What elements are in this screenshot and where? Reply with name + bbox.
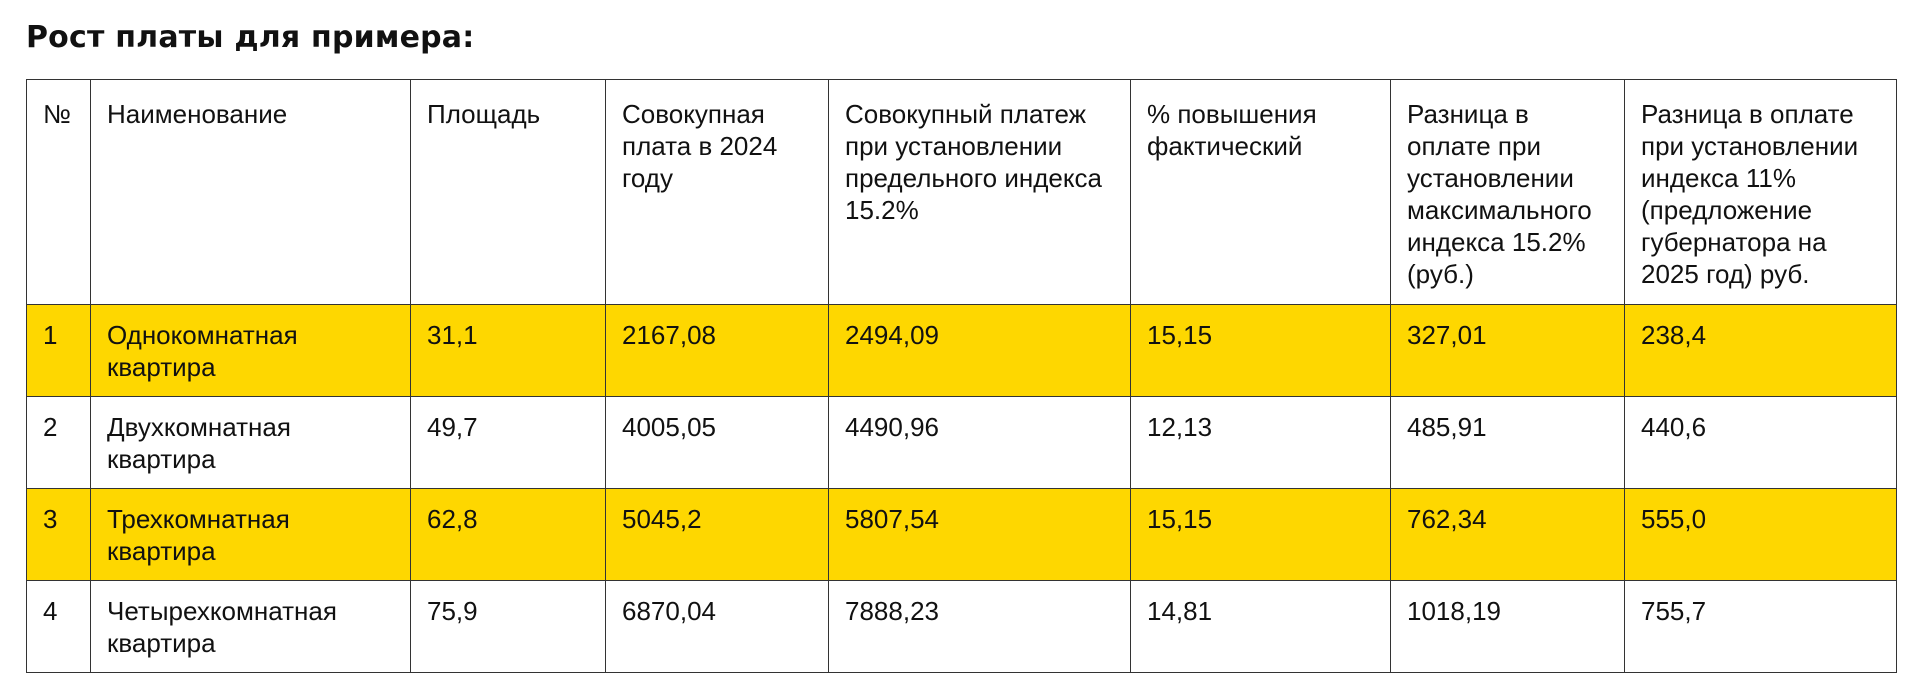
payment-growth-table: № Наименование Площадь Совокупная плата … (26, 79, 1897, 673)
cell-difference-max-index: 1018,19 (1390, 580, 1625, 673)
column-header-difference-governor-index: Разница в оплате при установлении индекс… (1624, 79, 1897, 305)
cell-number: 2 (26, 396, 91, 489)
cell-total-max-index: 7888,23 (828, 580, 1131, 673)
cell-name: Четырехкомнатная квартира (90, 580, 411, 673)
cell-difference-governor-index: 555,0 (1624, 488, 1897, 581)
cell-difference-max-index: 327,01 (1390, 304, 1625, 397)
table-row: 1 Однокомнатная квартира 31,1 2167,08 24… (26, 304, 1897, 397)
table-row: 2 Двухкомнатная квартира 49,7 4005,05 44… (26, 396, 1897, 489)
cell-difference-governor-index: 755,7 (1624, 580, 1897, 673)
cell-total-2024: 4005,05 (605, 396, 829, 489)
cell-total-2024: 2167,08 (605, 304, 829, 397)
cell-name: Однокомнатная квартира (90, 304, 411, 397)
cell-total-2024: 6870,04 (605, 580, 829, 673)
cell-difference-governor-index: 440,6 (1624, 396, 1897, 489)
table-row: 4 Четырехкомнатная квартира 75,9 6870,04… (26, 580, 1897, 673)
cell-actual-increase: 12,13 (1130, 396, 1391, 489)
column-header-difference-max-index: Разница в оплате при установлении максим… (1390, 79, 1625, 305)
column-header-total-max-index: Совокупный платеж при установлении преде… (828, 79, 1131, 305)
column-header-total-2024: Совокупная плата в 2024 году (605, 79, 829, 305)
table-header-row: № Наименование Площадь Совокупная плата … (26, 79, 1897, 305)
column-header-area: Площадь (410, 79, 606, 305)
table-row: 3 Трехкомнатная квартира 62,8 5045,2 580… (26, 488, 1897, 581)
cell-total-max-index: 4490,96 (828, 396, 1131, 489)
cell-difference-governor-index: 238,4 (1624, 304, 1897, 397)
cell-actual-increase: 15,15 (1130, 304, 1391, 397)
cell-total-max-index: 5807,54 (828, 488, 1131, 581)
cell-total-2024: 5045,2 (605, 488, 829, 581)
cell-actual-increase: 14,81 (1130, 580, 1391, 673)
cell-number: 1 (26, 304, 91, 397)
cell-number: 3 (26, 488, 91, 581)
cell-difference-max-index: 762,34 (1390, 488, 1625, 581)
column-header-name: Наименование (90, 79, 411, 305)
cell-name: Трехкомнатная квартира (90, 488, 411, 581)
page-title: Рост платы для примера: (26, 20, 475, 55)
cell-difference-max-index: 485,91 (1390, 396, 1625, 489)
cell-area: 75,9 (410, 580, 606, 673)
cell-area: 49,7 (410, 396, 606, 489)
column-header-number: № (26, 79, 91, 305)
cell-name: Двухкомнатная квартира (90, 396, 411, 489)
column-header-actual-increase: % повышения фактический (1130, 79, 1391, 305)
cell-number: 4 (26, 580, 91, 673)
cell-area: 31,1 (410, 304, 606, 397)
cell-area: 62,8 (410, 488, 606, 581)
cell-total-max-index: 2494,09 (828, 304, 1131, 397)
cell-actual-increase: 15,15 (1130, 488, 1391, 581)
